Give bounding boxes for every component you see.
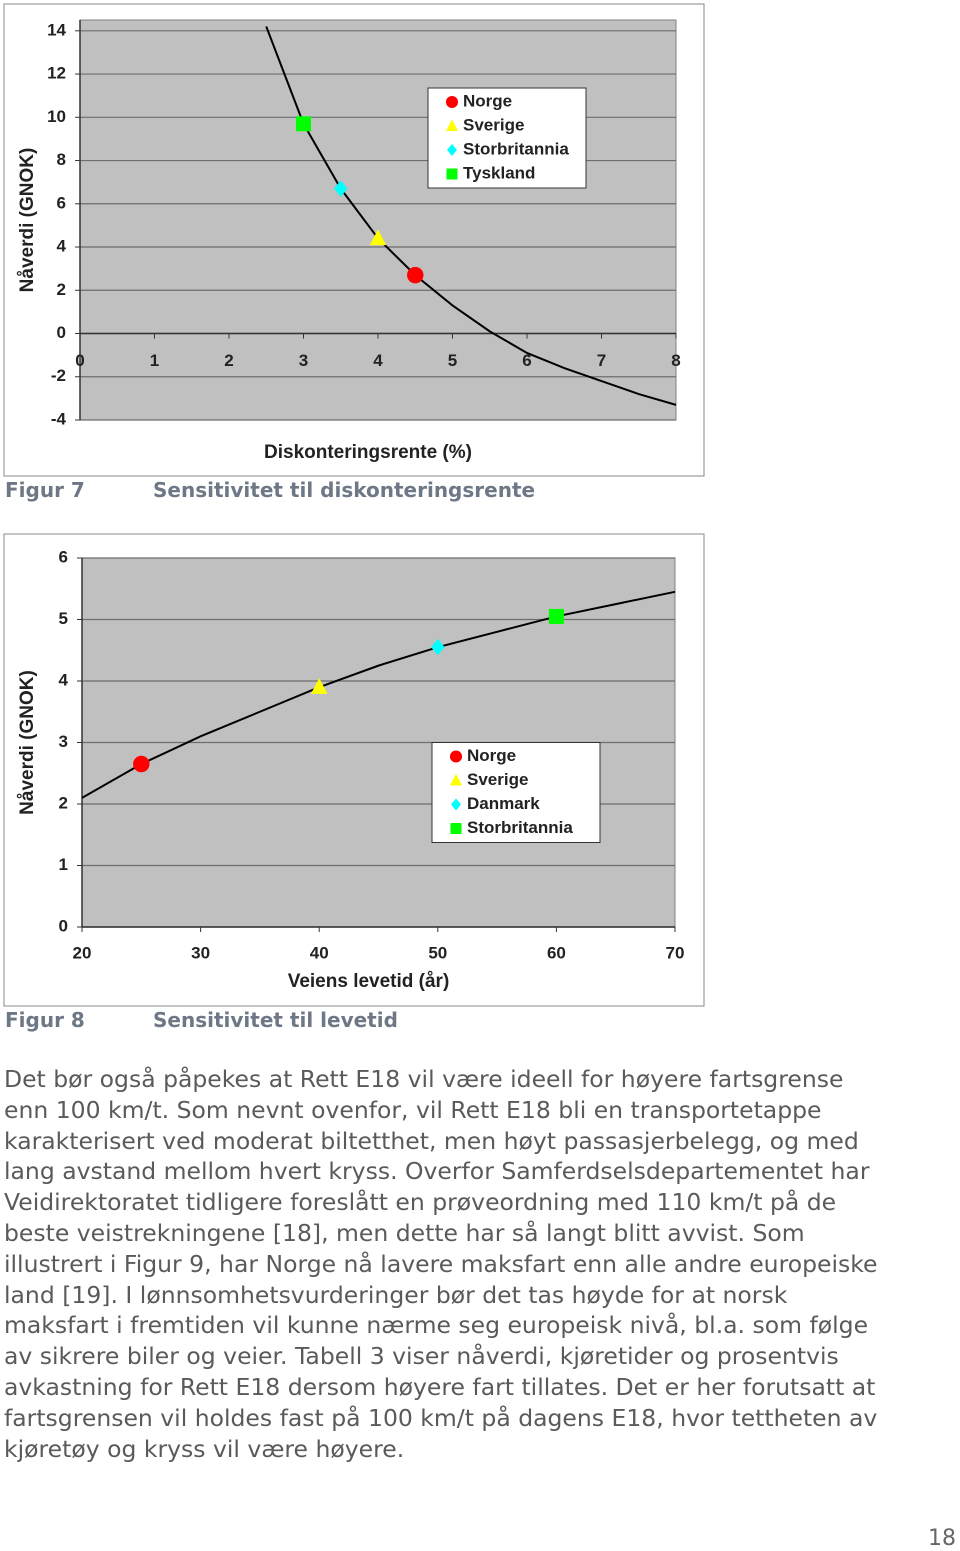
x-axis-title: Veiens levetid (år): [288, 971, 450, 992]
caption-text: Sensitivitet til diskonteringsrente: [153, 478, 536, 502]
legend-label: Norge: [463, 91, 512, 110]
y-tick-label: -4: [51, 409, 67, 428]
legend-label: Danmark: [467, 794, 540, 813]
marker: [445, 95, 459, 109]
marker: [445, 119, 459, 131]
y-axis-title: Nåverdi (GNOK): [17, 148, 38, 293]
x-tick-label: 0: [75, 351, 84, 370]
x-tick-label: 3: [299, 351, 308, 370]
x-tick-label: 8: [671, 351, 680, 370]
legend-label: Storbritannia: [467, 818, 573, 837]
caption-label: Figur 8: [5, 1008, 85, 1032]
caption-text: Sensitivitet til levetid: [153, 1008, 398, 1032]
y-tick-label: 4: [59, 670, 69, 689]
x-tick-label: 5: [448, 351, 457, 370]
legend-label: Tyskland: [463, 163, 535, 182]
text-line: beste veistrekningene [18], men dette ha…: [4, 1218, 805, 1247]
x-tick-label: 2: [224, 351, 233, 370]
marker: [450, 823, 462, 834]
text-line: enn 100 km/t. Som nevnt ovenfor, vil Ret…: [4, 1095, 822, 1124]
text-line: land [19]. I lønnsomhetsvurderinger bør …: [4, 1280, 788, 1309]
x-tick-label: 70: [666, 943, 685, 962]
y-tick-label: 3: [59, 732, 68, 751]
x-tick-label: 6: [522, 351, 531, 370]
chart: 0 1 2 3 4 5 6 20 30 40 50 60 70 Veiens levetid (år) Nå…: [3, 533, 705, 1007]
x-tick-label: 30: [191, 943, 210, 962]
x-tick-label: 20: [73, 943, 92, 962]
y-tick-label: 1: [59, 855, 68, 874]
y-tick-label: 2: [57, 280, 66, 299]
curve: [81, 590, 676, 799]
x-axis-title: Diskonteringsrente (%): [264, 442, 472, 463]
legend-label: Sverige: [467, 770, 528, 789]
paragraph: Det bør også påpekes at Rett E18 vil vær…: [4, 1064, 877, 1464]
text-line: karakterisert ved moderat biltetthet, me…: [4, 1126, 859, 1155]
y-tick-label: 4: [57, 237, 67, 256]
curve: [265, 26, 677, 406]
text-line: kjøretøy og kryss vil være høyere.: [4, 1434, 405, 1463]
data-point: [133, 755, 150, 773]
text-line: Veidirektoratet tidligere foreslått en p…: [4, 1188, 837, 1217]
y-tick-label: 0: [59, 916, 68, 935]
plot-area: [79, 19, 677, 421]
y-tick-label: 0: [57, 323, 66, 342]
marker: [449, 750, 463, 763]
x-tick-label: 40: [310, 943, 329, 962]
y-tick-label: 6: [57, 193, 66, 212]
data-point: [334, 180, 348, 197]
data-point: [431, 638, 445, 656]
y-tick-label: 2: [59, 793, 68, 812]
text-line: fartsgrensen vil holdes fast på 100 km/t…: [4, 1403, 878, 1432]
y-axis-title: Nåverdi (GNOK): [17, 670, 38, 815]
y-tick-label: 10: [47, 107, 66, 126]
caption-label: Figur 7: [5, 478, 85, 502]
text-line: avkastning for Rett E18 dersom høyere fa…: [4, 1372, 876, 1401]
legend-label: Norge: [467, 746, 516, 765]
data-point: [407, 266, 424, 284]
legend-label: Sverige: [463, 115, 524, 134]
data-point: [548, 608, 564, 624]
x-tick-label: 50: [428, 943, 447, 962]
y-tick-label: 8: [57, 150, 66, 169]
y-tick-label: 12: [47, 64, 66, 83]
data-point: [296, 116, 311, 132]
data-point: [310, 678, 328, 694]
x-tick-label: 7: [597, 351, 606, 370]
text-line: illustrert i Figur 9, har Norge nå laver…: [4, 1249, 878, 1278]
y-tick-label: 14: [47, 20, 66, 39]
marker: [449, 773, 463, 786]
x-tick-label: 4: [373, 351, 383, 370]
y-tick-label: 5: [59, 609, 68, 628]
legend-label: Storbritannia: [463, 139, 569, 158]
y-tick-label: 6: [59, 547, 68, 566]
text-line: maksfart i fremtiden vil kunne nærme seg…: [4, 1311, 869, 1340]
text-line: Det bør også påpekes at Rett E18 vil vær…: [4, 1065, 844, 1093]
y-tick-label: -2: [51, 366, 66, 385]
page-number: 18: [928, 1526, 956, 1551]
marker: [446, 168, 458, 180]
marker: [447, 143, 457, 157]
x-tick-label: 60: [547, 943, 566, 962]
text-line: lang avstand mellom hvert kryss. Overfor…: [4, 1157, 870, 1186]
text-line: av sikrere biler og veier. Tabell 3 vise…: [4, 1342, 839, 1371]
data-point: [369, 229, 387, 246]
x-tick-label: 1: [150, 351, 159, 370]
